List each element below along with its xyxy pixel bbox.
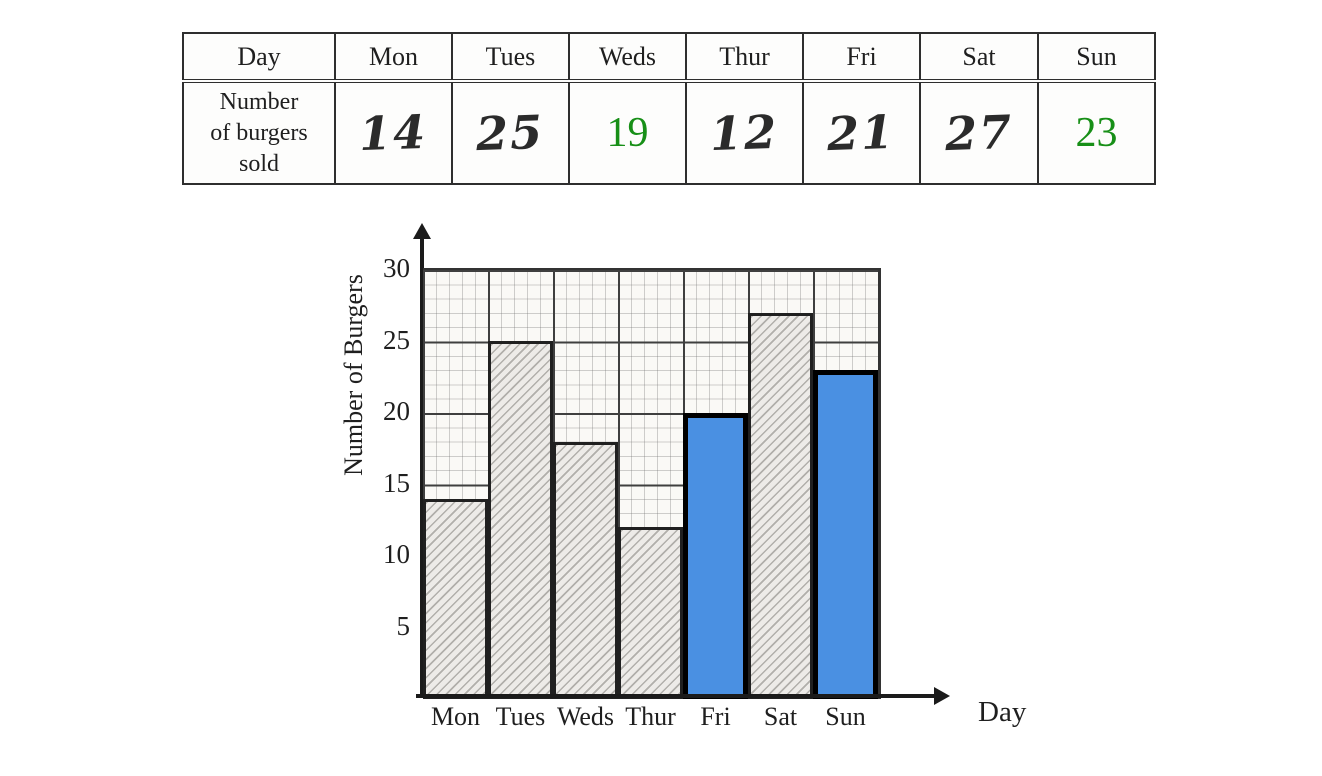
value-cell-tues: 25 (451, 80, 570, 185)
y-tick-30: 30 (383, 253, 410, 283)
value-cell-sun: 23 (1037, 80, 1156, 185)
bar-weds (553, 442, 618, 699)
x-tick-tues: Tues (495, 702, 546, 731)
bar-thur (618, 527, 683, 699)
burgers-table: Day Mon Tues Weds Thur Fri Sat Sun Number of bur… (182, 32, 1156, 185)
x-tick-fri: Fri (700, 702, 731, 731)
x-axis-line (416, 694, 936, 698)
x-tick-sat: Sat (763, 702, 798, 731)
bar-sat (748, 313, 813, 699)
bar-fri (683, 413, 748, 699)
y-tick-20: 20 (383, 396, 410, 426)
table-header-row: Day Mon Tues Weds Thur Fri Sat Sun (182, 32, 1156, 83)
table-header-cell-weds: Weds (568, 32, 687, 83)
value-cell-mon: 14 (334, 80, 453, 185)
bar-sun (813, 370, 878, 699)
table-header-cell-mon: Mon (334, 32, 453, 83)
value-cell-fri: 21 (802, 80, 921, 185)
x-tick-thur: Thur (625, 702, 676, 731)
table-header-cell-fri: Fri (802, 32, 921, 83)
value-cell-thur: 12 (685, 80, 804, 185)
table-header-cell-day: Day (182, 32, 336, 83)
x-axis-arrow-icon (934, 687, 950, 705)
plot-area (423, 268, 881, 699)
table-data-row: Number of burgers sold 14 25 19 12 21 27 23 (182, 80, 1156, 185)
table-header-cell-thur: Thur (685, 32, 804, 83)
x-tick-mon: Mon (430, 702, 481, 731)
table-header-cell-sat: Sat (919, 32, 1039, 83)
row-label-cell: Number of burgers sold (182, 80, 336, 185)
table-header-cell-tues: Tues (451, 32, 570, 83)
x-axis-title: Day (978, 696, 1027, 728)
y-tick-15: 15 (383, 467, 410, 498)
x-tick-sun: Sun (825, 702, 866, 731)
y-tick-5: 5 (396, 610, 411, 641)
y-axis-arrow-icon (413, 223, 431, 239)
y-axis-line (420, 236, 424, 697)
x-tick-weds: Weds (556, 702, 615, 731)
table-header-cell-sun: Sun (1037, 32, 1156, 83)
y-tick-10: 10 (383, 539, 410, 569)
bar-mon (423, 499, 488, 699)
value-cell-sat: 27 (919, 80, 1039, 185)
bar-tues (488, 341, 553, 699)
y-tick-25: 25 (383, 324, 410, 355)
value-cell-weds: 19 (568, 80, 687, 185)
